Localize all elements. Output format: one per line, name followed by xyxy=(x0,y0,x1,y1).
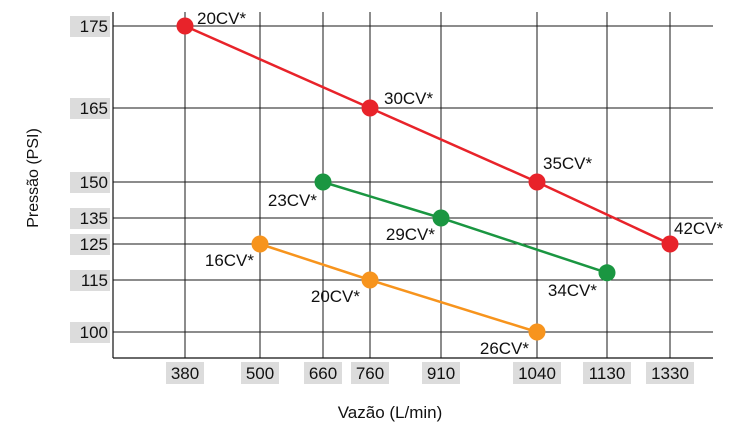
point-labels: 20CV* 30CV* 35CV* 42CV* 23CV* 29CV* 34CV* 16CV*… xyxy=(197,9,724,358)
y-tick-label: 100 xyxy=(80,323,108,342)
y-axis-label: Pressão (PSI) xyxy=(25,128,42,228)
y-tick-label-bg xyxy=(70,98,110,119)
x-tick-label-bg xyxy=(166,362,204,384)
y-tick-label-bg xyxy=(70,234,110,255)
data-label: 30CV* xyxy=(384,89,434,108)
data-label: 20CV* xyxy=(311,287,361,306)
y-tick-label: 175 xyxy=(80,17,108,36)
data-label: 16CV* xyxy=(205,251,255,270)
x-tick-label-bg xyxy=(351,362,389,384)
x-tick-label: 1040 xyxy=(518,364,556,383)
x-axis-label: Vazão (L/min) xyxy=(338,403,443,422)
y-tick-label: 115 xyxy=(81,271,108,290)
x-tick-label-bg xyxy=(422,362,460,384)
data-point xyxy=(314,173,332,191)
x-tick-label: 660 xyxy=(309,364,337,383)
x-tick-label: 380 xyxy=(171,364,199,383)
data-label: 26CV* xyxy=(480,339,530,358)
data-point xyxy=(661,235,679,253)
y-tick-label: 125 xyxy=(80,235,108,254)
x-tick-label: 910 xyxy=(427,364,455,383)
grid xyxy=(113,12,713,358)
series-line xyxy=(259,242,538,334)
x-tick-label: 1330 xyxy=(651,364,689,383)
x-tick-label: 760 xyxy=(356,364,384,383)
data-label: 35CV* xyxy=(543,154,593,173)
data-point xyxy=(432,209,450,227)
data-label: 23CV* xyxy=(268,191,318,210)
data-point xyxy=(361,271,379,289)
series-group xyxy=(176,17,679,341)
x-tick-label-bg xyxy=(304,362,342,384)
y-tick-label: 135 xyxy=(80,209,108,228)
y-tick-label-bg xyxy=(70,208,110,229)
data-point xyxy=(176,17,194,35)
y-tick-label: 150 xyxy=(80,173,108,192)
x-tick-label-bg xyxy=(513,362,561,384)
y-tick-label-bg xyxy=(70,172,110,193)
x-tick-label-bg xyxy=(583,362,631,384)
x-tick-label-bg xyxy=(241,362,279,384)
data-label: 29CV* xyxy=(386,225,436,244)
x-tick-label: 1130 xyxy=(589,364,626,383)
data-point xyxy=(251,235,269,253)
y-tick-label-bg xyxy=(70,322,110,343)
y-tick-label-bg xyxy=(70,270,110,291)
data-label: 42CV* xyxy=(674,219,724,238)
x-tick-label-bg xyxy=(646,362,694,384)
series-line xyxy=(184,24,671,246)
data-point xyxy=(361,99,379,117)
y-tick-label-bg xyxy=(70,16,110,37)
data-label: 34CV* xyxy=(548,281,598,300)
x-tick-label: 500 xyxy=(246,364,274,383)
data-point xyxy=(528,173,546,191)
axes: 100 115 125 135 150 165 175 380 500 660 760 910 1040… xyxy=(70,12,713,384)
data-point xyxy=(598,264,616,282)
y-tick-label: 165 xyxy=(80,99,108,118)
data-point xyxy=(528,323,546,341)
data-label: 20CV* xyxy=(197,9,247,28)
